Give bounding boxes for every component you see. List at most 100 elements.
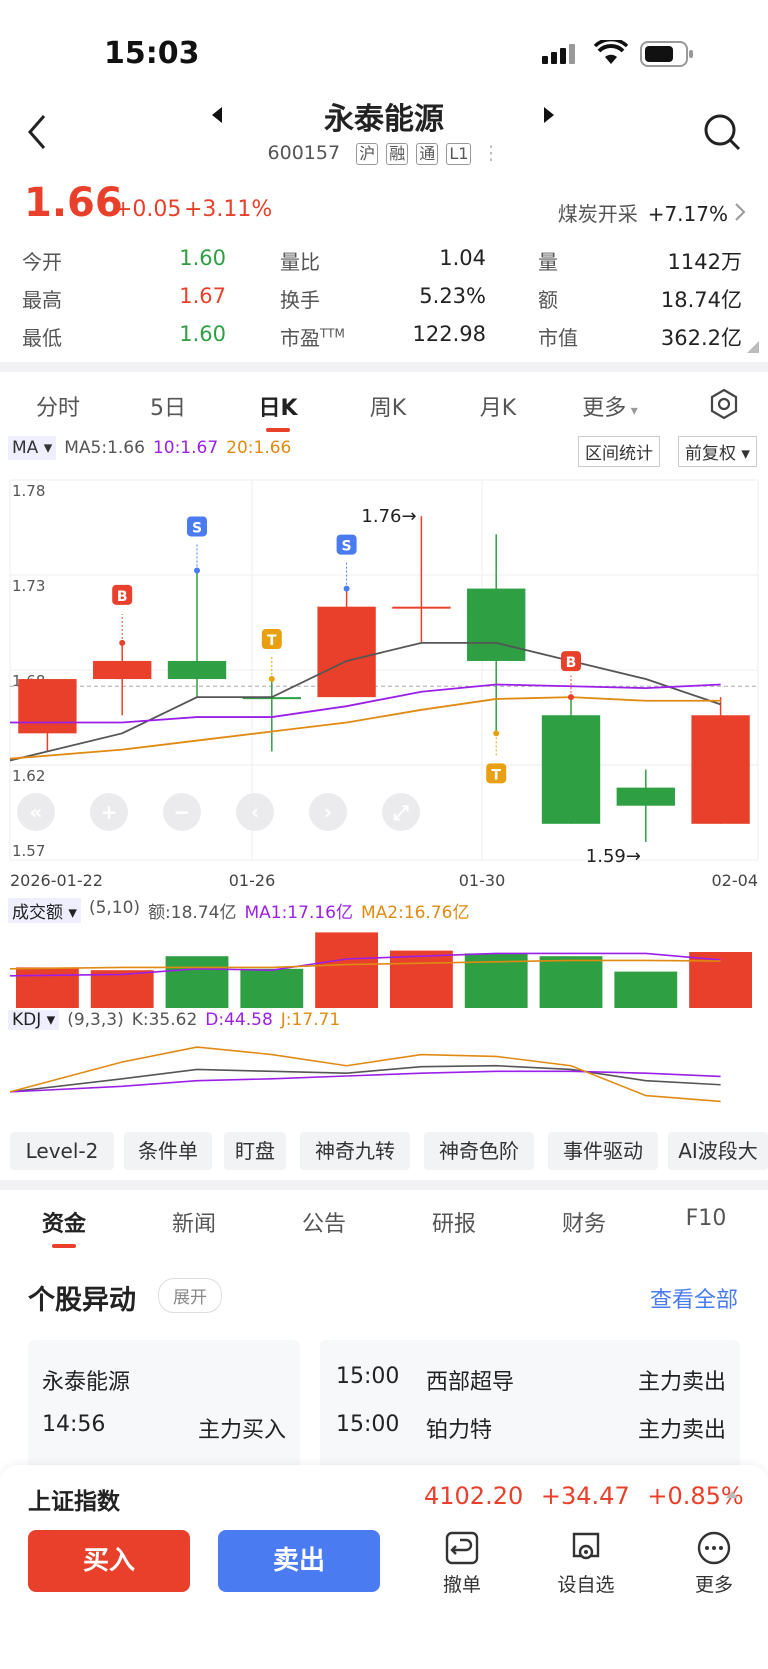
candle-body — [167, 660, 227, 680]
ma-line — [9, 696, 721, 760]
alert-action: 主力卖出 — [637, 1418, 726, 1443]
cancel-order-icon — [445, 1531, 479, 1565]
stat-label: 额 — [538, 288, 558, 312]
watchlist-icon — [572, 1532, 600, 1560]
ma-legend: MA ▾ MA5:1.66 10:1.67 20:1.66 — [8, 436, 291, 460]
volume-chart — [9, 932, 753, 1008]
tool-chip[interactable]: Level-2 — [10, 1132, 114, 1170]
news-tab[interactable]: 研报 — [431, 1212, 476, 1237]
stat-label: 最高 — [22, 288, 62, 312]
pan-right-icon[interactable]: › — [309, 793, 347, 831]
tool-chip[interactable]: 神奇色阶 — [424, 1132, 534, 1170]
nav-button-bg — [382, 793, 420, 831]
news-tab[interactable]: 财务 — [561, 1212, 606, 1237]
volume-ma-line — [9, 959, 721, 970]
more-dots-icon[interactable]: ⋮ — [481, 142, 501, 164]
stat-value: 1.60 — [179, 246, 226, 270]
candle-body — [392, 606, 451, 609]
candle-body — [242, 697, 301, 700]
stock-code-row: 600157 沪 融 通 L1 ⋮ — [0, 142, 768, 165]
fullscreen-icon[interactable]: ⤢ — [382, 793, 420, 831]
more-button[interactable]: 更多 — [674, 1530, 754, 1597]
stat-value: 1.67 — [179, 284, 226, 308]
range-stats-button[interactable]: 区间统计 — [578, 436, 660, 467]
high-label: 1.76→ — [361, 506, 416, 527]
marker-dot — [268, 676, 275, 683]
kdj-d: D:44.58 — [205, 1010, 273, 1030]
tag-sh: 沪 — [356, 143, 379, 165]
chart-settings-icon[interactable] — [708, 388, 740, 420]
news-tab[interactable]: 公告 — [301, 1212, 346, 1237]
tool-chip[interactable]: AI波段大 — [668, 1132, 768, 1170]
tool-chip[interactable]: 条件单 — [124, 1132, 212, 1170]
current-price: 1.66 — [24, 180, 123, 226]
marker-badge — [187, 516, 207, 537]
chart-tab[interactable]: 更多 ▾ — [582, 396, 638, 421]
add-watchlist-button[interactable]: 设自选 — [546, 1530, 626, 1597]
index-name[interactable]: 上证指数 — [28, 1489, 120, 1515]
rewind-icon[interactable]: « — [17, 793, 55, 831]
next-stock-icon[interactable] — [542, 106, 556, 124]
stat-value: 122.98 — [412, 322, 486, 346]
status-time: 15:03 — [104, 36, 200, 71]
expand-button[interactable]: 展开 — [158, 1278, 222, 1313]
nav-button-glyph: − — [174, 800, 191, 824]
zoom-out-icon[interactable]: − — [163, 793, 201, 831]
view-all-link[interactable]: 查看全部 — [649, 1288, 738, 1313]
kline-chart[interactable]: 1.781.731.681.621.572026-01-2201-2601-30… — [0, 462, 768, 892]
chevron-up-icon[interactable] — [724, 1488, 740, 1500]
chart-tab[interactable]: 周K — [369, 396, 407, 421]
marker-badge — [261, 629, 282, 650]
news-tab[interactable]: 资金 — [24, 1206, 104, 1248]
pan-left-icon[interactable]: ‹ — [236, 793, 274, 831]
chart-tab[interactable]: 月K — [479, 396, 517, 421]
sell-button[interactable]: 卖出 — [218, 1530, 380, 1592]
chart-tab[interactable]: 日K — [238, 390, 318, 432]
volume-selector[interactable]: 成交额 ▾ — [8, 898, 81, 923]
alert-time: 14:56 — [42, 1412, 106, 1437]
stat-value: 1142万 — [667, 250, 742, 274]
y-tick-label: 1.57 — [12, 842, 45, 860]
adjust-button[interactable]: 前复权 ▾ — [678, 436, 757, 467]
sector-link[interactable]: 煤炭开采 +7.17% — [558, 198, 728, 227]
alert-title: 个股异动 — [28, 1285, 136, 1316]
chart-tab[interactable]: 5日 — [150, 396, 186, 421]
chart-tab[interactable]: 分时 — [35, 396, 80, 421]
chevron-right-icon[interactable] — [734, 202, 746, 222]
buy-button[interactable]: 买入 — [28, 1530, 190, 1592]
stat-value: 1.60 — [179, 322, 226, 346]
prev-stock-icon[interactable] — [210, 106, 224, 124]
status-bar: 15:03 — [0, 0, 768, 90]
volume-bar — [15, 967, 79, 1008]
search-icon[interactable] — [702, 112, 742, 152]
news-tab[interactable]: F10 — [685, 1206, 727, 1231]
stock-name: 永泰能源 — [324, 102, 444, 137]
volume-ma1: MA1:17.16亿 — [244, 903, 353, 923]
add-watchlist-label: 设自选 — [557, 1574, 615, 1596]
kdj-selector[interactable]: KDJ ▾ — [8, 1010, 60, 1030]
ma10-label: 10:1.67 — [152, 438, 219, 458]
alert-card-self[interactable]: 永泰能源 14:56 主力买入 — [28, 1340, 300, 1470]
marker-label: B — [566, 655, 577, 671]
marker-badge — [336, 534, 357, 555]
alert-card-market[interactable]: 15:00 西部超导 主力卖出 15:00 铂力特 主力卖出 — [320, 1340, 740, 1470]
price-change-pct: +3.11% — [184, 197, 273, 222]
tag-level: L1 — [446, 143, 472, 165]
news-tab[interactable]: 新闻 — [171, 1212, 216, 1237]
stock-code: 600157 — [267, 142, 341, 164]
zoom-in-icon[interactable]: + — [90, 793, 128, 831]
volume-legend: 成交额 ▾ (5,10) 额:18.74亿 MA1:17.16亿 MA2:16.… — [8, 898, 470, 923]
tag-connect: 通 — [416, 143, 439, 165]
ma-selector[interactable]: MA ▾ — [8, 436, 57, 460]
marker-dot — [119, 639, 126, 646]
cancel-order-button[interactable]: 撤单 — [422, 1530, 502, 1597]
tool-chip[interactable]: 事件驱动 — [548, 1132, 658, 1170]
stat-label: 最低 — [22, 326, 62, 350]
low-label: 1.59→ — [586, 846, 641, 867]
tool-chip[interactable]: 神奇九转 — [300, 1132, 410, 1170]
expand-corner-icon[interactable] — [746, 340, 760, 354]
back-icon[interactable] — [24, 112, 48, 152]
nav-button-glyph: ‹ — [251, 800, 259, 824]
y-tick-label: 1.78 — [12, 482, 45, 500]
tool-chip[interactable]: 盯盘 — [224, 1132, 286, 1170]
